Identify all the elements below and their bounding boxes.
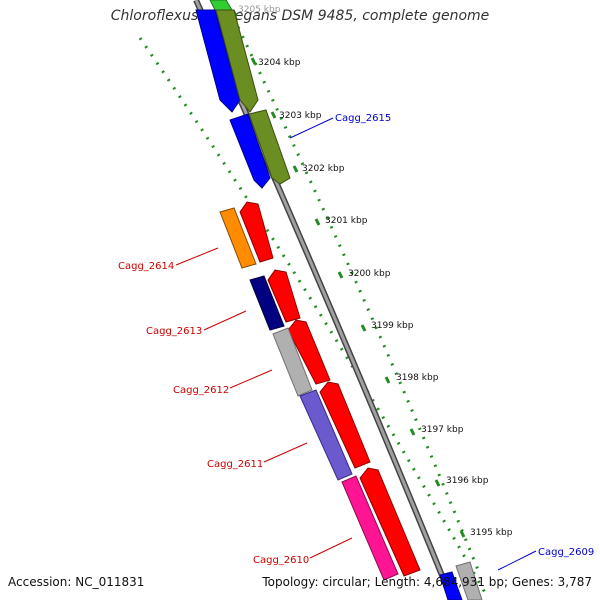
tick-mark <box>434 479 441 487</box>
gene-reverse-blue-b <box>229 113 271 189</box>
leader-line <box>263 442 308 463</box>
tick-label: 3197 kbp <box>421 425 464 435</box>
gene-forward-2 <box>267 269 301 323</box>
gene-gray <box>272 327 313 397</box>
gene-olive-a <box>215 9 259 113</box>
leader-line <box>175 247 219 266</box>
leader-line <box>497 550 537 571</box>
tick-label: 3205 kbp <box>238 5 281 15</box>
tick-mark <box>270 111 277 119</box>
tick-mark <box>459 530 466 538</box>
gene-slate <box>299 389 353 481</box>
tick-mark <box>409 428 416 436</box>
tick-label: 3196 kbp <box>446 476 489 486</box>
tick-mark <box>337 271 344 279</box>
gene-orange <box>219 207 257 269</box>
tick-mark <box>360 324 367 332</box>
gene-gray-b <box>455 561 483 600</box>
tick-mark <box>384 376 391 384</box>
gene-label-cagg-2611: Cagg_2611 <box>207 459 263 470</box>
leader-line <box>229 369 273 389</box>
tick-label: 3199 kbp <box>371 321 414 331</box>
gene-label-cagg-2614: Cagg_2614 <box>118 261 174 272</box>
gene-label-cagg-2613: Cagg_2613 <box>146 326 202 337</box>
gene-green <box>209 0 233 11</box>
tick-label: 3200 kbp <box>348 269 391 279</box>
tick-label: 3198 kbp <box>396 373 439 383</box>
gene-reverse-blue-c <box>439 571 463 600</box>
gene-label-cagg-2610: Cagg_2610 <box>253 555 309 566</box>
tick-mark <box>314 218 321 226</box>
tick-label: 3202 kbp <box>302 164 345 174</box>
tick-label: 3195 kbp <box>470 528 513 538</box>
inner-dotted-arc <box>138 37 490 599</box>
leader-line <box>289 117 334 139</box>
tick-label: 3201 kbp <box>325 216 368 226</box>
tick-mark <box>250 57 257 65</box>
gene-forward-5 <box>359 467 421 577</box>
gene-forward-4 <box>319 381 371 469</box>
gene-olive-b <box>248 109 291 185</box>
tick-label: 3203 kbp <box>279 111 322 121</box>
accession-label: Accession: NC_011831 <box>8 575 145 589</box>
gene-forward-1 <box>239 201 274 263</box>
tick-label: 3204 kbp <box>258 58 301 68</box>
leader-line <box>203 310 247 331</box>
gene-forward-3 <box>287 319 331 385</box>
gene-label-cagg-2615: Cagg_2615 <box>335 113 391 124</box>
gene-label-cagg-2609: Cagg_2609 <box>538 547 594 558</box>
tick-mark <box>292 165 299 173</box>
gene-label-cagg-2612: Cagg_2612 <box>173 385 229 396</box>
gene-pink <box>341 475 399 581</box>
genome-summary: Topology: circular; Length: 4,684,931 bp… <box>262 575 592 589</box>
gene-navy <box>249 275 285 331</box>
gene-reverse-blue-a <box>195 9 241 113</box>
leader-line <box>309 537 353 559</box>
